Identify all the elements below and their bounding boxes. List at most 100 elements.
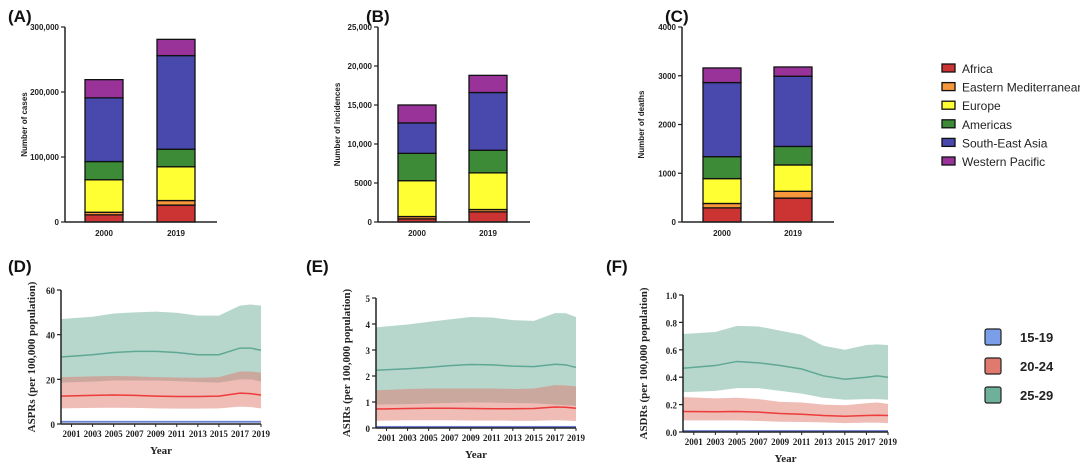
x-tick-label: 2019 [879,437,898,447]
x-tick-label: 2011 [168,429,186,439]
x-tick-label: 2017 [546,433,565,443]
legend-swatch [941,156,956,166]
y-tick-label: 100,000 [30,153,59,162]
bar-segment-south-east-asia-2000 [84,97,124,163]
bar-segment-south-east-asia-2000 [702,81,742,158]
bar-segment-americas-2000 [84,160,124,181]
y-axis-label: ASDRs (per 100,000 population) [638,287,650,439]
bar-segment-europe-2019 [468,172,508,211]
y-tick-label: 0.2 [666,401,678,411]
x-tick-label: 2000 [408,229,426,238]
x-tick-label: 2019 [567,433,586,443]
bar-segment-europe-2019 [156,166,196,202]
legend-label: Eastern Mediterranean [962,81,1080,95]
y-tick-label: 4 [366,320,371,330]
legend-swatch [941,63,956,73]
y-axis-label: Number of cases [20,92,29,157]
x-tick-label: 2009 [147,429,166,439]
bar-segment-western-pacific-2019 [773,66,813,77]
y-tick-label: 1 [366,398,371,408]
x-tick-label: 2001 [685,437,704,447]
bar-segment-americas-2000 [397,152,437,182]
x-tick-label: 2019 [167,229,185,238]
legend-label: 20-24 [1020,359,1054,374]
ci-band-25-29 [683,325,888,400]
y-tick-label: 0 [55,218,60,227]
mean-line-20-24 [60,392,262,398]
y-axis-label: Number of deaths [637,90,646,159]
legend-label: Americas [962,118,1012,132]
x-axis-label: Year [150,445,172,457]
y-tick-label: 0.6 [666,346,678,356]
bar-segment-western-pacific-2019 [468,74,508,94]
y-tick-label: 20 [46,375,56,385]
x-tick-label: 2013 [814,437,833,447]
bar-segment-western-pacific-2000 [702,67,742,84]
x-axis-label: Year [465,449,487,461]
legend-age-groups: 15-19 20-24 25-29 [984,328,1054,404]
mean-line-25-29 [682,360,889,381]
y-tick-label: 60 [46,286,56,296]
panel-e: (E)2001 2003 2005 2007 2009 2011 2013 2015 2017 2… [306,257,586,461]
y-tick-label: 0 [51,420,56,430]
legend-regions: Africa Eastern Mediterranean Europe America… [941,62,1080,169]
ci-band-20-24 [683,397,888,424]
y-tick-label: 2000 [658,121,676,130]
legend-swatch [984,328,1002,346]
y-tick-label: 15,000 [348,101,373,110]
x-tick-label: 2005 [420,433,439,443]
legend-label: South-East Asia [962,136,1048,150]
bar-segment-africa-2000 [84,214,124,223]
legend-label: Europe [962,99,1001,113]
bar-segment-western-pacific-2000 [397,104,437,124]
x-tick-label: 2001 [63,429,82,439]
panel-label: (C) [665,7,689,26]
y-tick-label: 3 [366,346,371,356]
y-tick-label: 0 [672,218,677,227]
bar-segment-americas-2019 [156,148,196,168]
y-tick-label: 0.0 [666,428,678,438]
bar-segment-south-east-asia-2019 [156,54,196,150]
legend-swatch [941,137,956,148]
panel-label: (F) [606,257,628,276]
ci-band-25-29 [376,313,576,406]
x-tick-label: 2009 [462,433,481,443]
x-tick-label: 2017 [857,437,876,447]
panel-label: (B) [366,7,390,26]
ci-band-20-24 [376,385,576,421]
y-tick-label: 1000 [658,169,676,178]
legend-label: Africa [962,62,993,76]
legend-swatch [941,100,956,110]
legend-swatch [941,81,956,92]
legend-swatch [984,357,1002,375]
x-tick-label: 2019 [252,429,271,439]
y-tick-label: 0.8 [666,318,678,328]
bar-segment-europe-2000 [84,179,124,213]
panel-f: (F) 2001 2003 2005 2007 2009 2011 2013 2015 2017 2… [606,257,898,465]
x-tick-label: 2015 [525,433,544,443]
y-tick-label: 300,000 [30,23,59,32]
legend-label: Western Pacific [962,155,1045,169]
bar-segment-south-east-asia-2019 [468,91,508,151]
bar-segment-western-pacific-2019 [156,38,196,57]
x-axis-label: Year [775,453,797,465]
panel-label: (D) [8,257,32,276]
y-tick-label: 1.0 [666,291,678,301]
x-tick-label: 2011 [793,437,811,447]
panel-a: (A) 2000 2019 0 100,000 200,000 300,000 Number … [8,7,217,238]
x-tick-label: 2017 [231,429,250,439]
panel-d: (D)2001 2003 2005 2007 2009 2011 2013 2015 2017 2… [8,257,271,457]
bar-segment-europe-2000 [702,177,742,205]
y-tick-label: 200,000 [30,88,59,97]
panel-label: (A) [8,7,32,26]
bar-segment-africa-2000 [702,207,742,223]
bar-segment-africa-2019 [773,197,813,223]
x-tick-label: 2013 [504,433,523,443]
y-axis-label: Number of incidences [333,82,342,166]
mean-line-25-29 [375,363,577,372]
x-tick-label: 2019 [479,229,497,238]
bar-segment-south-east-asia-2019 [773,75,813,148]
y-tick-label: 4000 [658,23,676,32]
panel-b: (B) 2000 2019 0 5000 10,000 15,000 20,000 25,000… [333,7,530,238]
